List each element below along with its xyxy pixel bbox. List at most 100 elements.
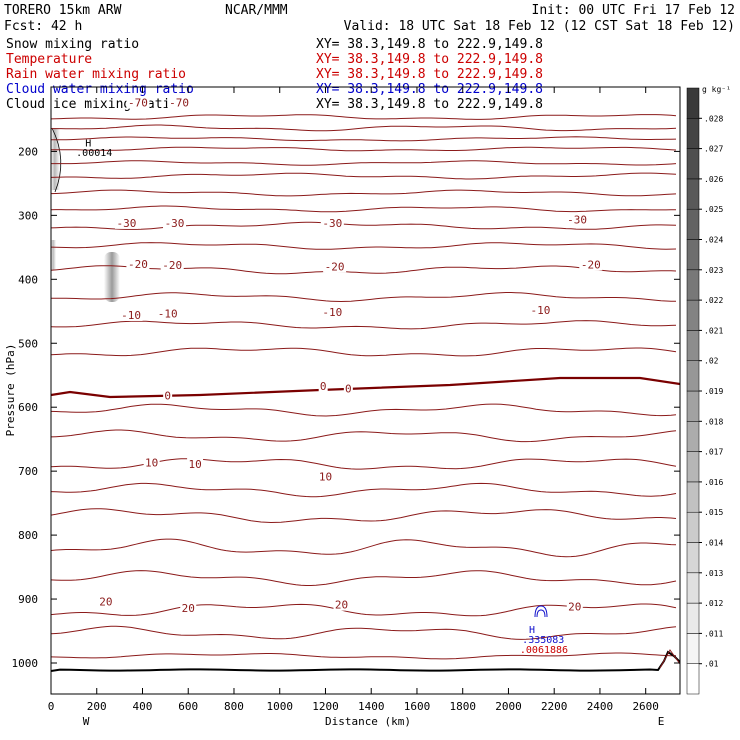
isotherm-label-bg bbox=[566, 600, 583, 613]
colorbar-label: .013 bbox=[704, 569, 723, 578]
isotherm-label: -10 bbox=[158, 308, 178, 321]
field-name: Cloud water mixing ratio bbox=[6, 82, 194, 97]
isotherm-label: -10 bbox=[322, 306, 342, 319]
cloud-water-contour bbox=[534, 605, 548, 618]
isotherm-label-bg bbox=[528, 303, 552, 316]
colorbar-swatch bbox=[686, 239, 700, 271]
isotherm-label-bg bbox=[565, 213, 589, 226]
header: TORERO 15km ARW NCAR/MMM Init: 00 UTC Fr… bbox=[4, 3, 735, 34]
isotherm-label-bg bbox=[114, 216, 138, 229]
plot-area: -70 -70 -30 -30 -30 -30 -20 -20 -20 -20 -10 -10 -10 -… bbox=[51, 96, 680, 672]
field-xy: XY= 38.3,149.8 to 222.9,149.8 bbox=[316, 52, 543, 67]
isotherm-label-bg bbox=[318, 379, 328, 392]
field-xy: XY= 38.3,149.8 to 222.9,149.8 bbox=[316, 82, 543, 97]
isotherm-line bbox=[51, 347, 677, 357]
isotherm-label-bg bbox=[160, 259, 184, 272]
y-tick-label: 900 bbox=[18, 593, 38, 606]
y-tick-label: 1000 bbox=[12, 657, 39, 670]
isotherm-label: 0 bbox=[164, 390, 171, 403]
isotherm-label: -30 bbox=[117, 217, 137, 230]
isotherm-label-bg bbox=[323, 260, 347, 273]
isotherm-label: 0 bbox=[345, 382, 352, 395]
colorbar-label: .015 bbox=[704, 508, 723, 517]
isotherm-line bbox=[51, 242, 677, 250]
y-tick-label: 300 bbox=[18, 209, 38, 222]
isotherm-label-bg bbox=[333, 598, 350, 611]
y-tick-label: 500 bbox=[18, 337, 38, 350]
colorbar-swatch bbox=[686, 451, 700, 483]
x-tick-label: 1000 bbox=[266, 700, 293, 713]
field-name: Cloud ice mixing ratio bbox=[6, 97, 178, 112]
isotherm-label-bg bbox=[180, 601, 197, 614]
colorbar-label: .01 bbox=[704, 660, 719, 669]
isotherm-label: -70 bbox=[169, 97, 189, 110]
isotherm-label: -30 bbox=[567, 214, 587, 227]
snow-shading bbox=[104, 252, 120, 302]
isotherm-line bbox=[51, 508, 677, 524]
colorbar-swatch bbox=[686, 208, 700, 240]
isotherm-line bbox=[51, 189, 677, 197]
plot-content: -70 -70 -30 -30 -30 -30 -20 -20 -20 -20 -10 -10 -10 -… bbox=[51, 96, 680, 672]
isotherm-label: -20 bbox=[162, 259, 182, 272]
colorbar-swatch bbox=[686, 663, 700, 695]
isotherm-label: -20 bbox=[581, 258, 601, 271]
y-tick-label: 200 bbox=[18, 145, 38, 158]
max-marker-label: .0061886 bbox=[520, 645, 568, 656]
isotherm-label: 10 bbox=[145, 457, 158, 470]
colorbar-label: .02 bbox=[704, 357, 719, 366]
isotherm-label-bg bbox=[156, 307, 180, 320]
field-xy: XY= 38.3,149.8 to 222.9,149.8 bbox=[316, 37, 543, 52]
isotherm-label: 20 bbox=[335, 599, 348, 612]
isotherm-label-bg bbox=[317, 470, 334, 483]
field-name: Snow mixing ratio bbox=[6, 37, 139, 52]
max-marker-label: H bbox=[529, 625, 535, 636]
west-end-label: W bbox=[83, 715, 90, 728]
field-name: Temperature bbox=[6, 52, 92, 67]
colorbar-label: .021 bbox=[704, 326, 723, 335]
isotherm-label-bg bbox=[163, 216, 187, 229]
colorbar-label: .017 bbox=[704, 448, 723, 457]
colorbar-swatch bbox=[686, 299, 700, 331]
isotherm-line bbox=[51, 114, 677, 120]
isotherm-line bbox=[51, 136, 677, 142]
field-xy: XY= 38.3,149.8 to 222.9,149.8 bbox=[316, 97, 543, 112]
colorbar-label: .011 bbox=[704, 629, 723, 638]
colorbar-swatch bbox=[686, 148, 700, 180]
y-tick-label: 800 bbox=[18, 529, 38, 542]
max-marker-label: .00014 bbox=[76, 148, 112, 159]
colorbar-swatch bbox=[686, 572, 700, 604]
colorbar-label: .024 bbox=[704, 236, 723, 245]
snow-edge-shading bbox=[51, 240, 56, 270]
isotherm-line bbox=[51, 320, 677, 330]
field-name: Rain water mixing ratio bbox=[6, 67, 186, 82]
colorbar: .01 .011 .012 .013 .014 .015 .016 .017 .018 .019.… bbox=[686, 85, 731, 695]
x-tick-label: 600 bbox=[178, 700, 198, 713]
isotherm-label: 20 bbox=[99, 595, 112, 608]
forecast-hour: Fcst: 42 h bbox=[4, 19, 82, 34]
isotherm-line bbox=[51, 265, 677, 275]
max-marker-label: H bbox=[85, 138, 91, 149]
isotherm-line bbox=[51, 625, 677, 640]
isotherm-line bbox=[51, 124, 677, 132]
max-marker-label: .335083 bbox=[522, 635, 564, 646]
isotherm-line bbox=[51, 146, 677, 152]
isotherm-label-bg bbox=[579, 258, 603, 271]
terrain-line bbox=[51, 650, 680, 672]
colorbar-label: .027 bbox=[704, 145, 723, 154]
x-tick-label: 0 bbox=[48, 700, 55, 713]
isotherm-label-bg bbox=[343, 382, 353, 395]
isotherm-label: -10 bbox=[121, 309, 141, 322]
isotherm-line bbox=[51, 160, 677, 166]
colorbar-swatch bbox=[686, 330, 700, 361]
isotherm-label: -30 bbox=[165, 217, 185, 230]
isotherm-line bbox=[51, 205, 677, 213]
isotherm-label-bg bbox=[97, 595, 114, 608]
colorbar-swatch bbox=[686, 602, 700, 634]
colorbar-label: .019 bbox=[704, 387, 723, 396]
isotherm-label: -70 bbox=[128, 97, 148, 110]
isotherm-line bbox=[51, 403, 677, 417]
colorbar-label: .016 bbox=[704, 478, 723, 487]
isotherm-label-bg bbox=[320, 216, 344, 229]
